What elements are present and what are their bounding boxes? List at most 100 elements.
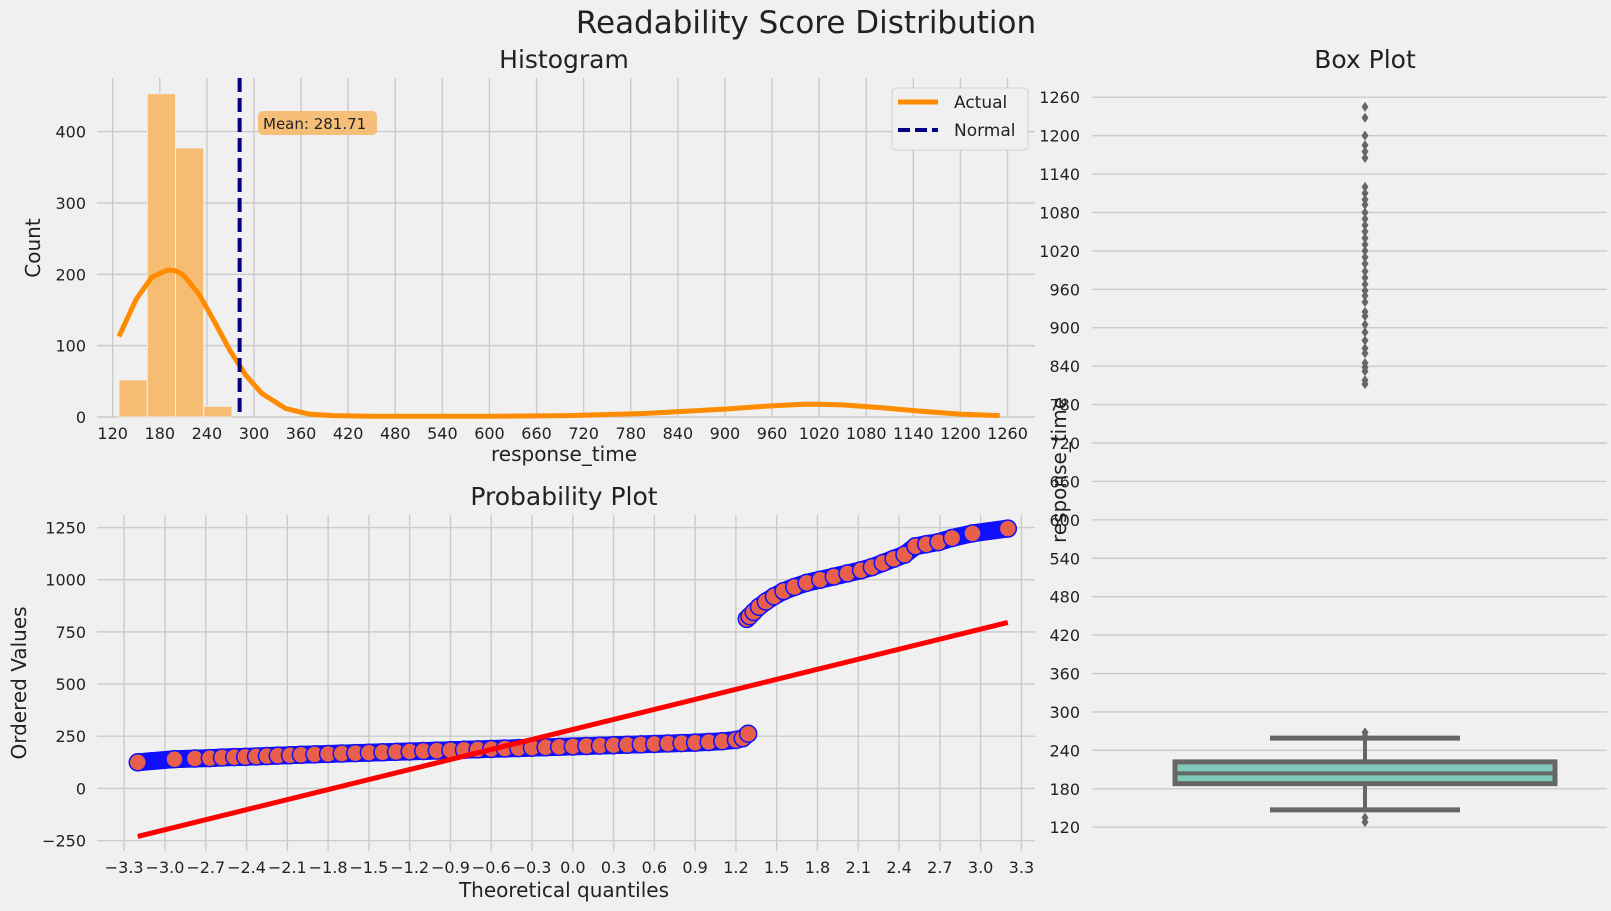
histogram-panel: Mean: 281.71 120 180 240 300 360 420 480 540 600… <box>21 45 1035 466</box>
boxplot-y-tick-label: 120 <box>1049 818 1080 837</box>
legend-kde-label: Actual <box>954 93 1007 113</box>
probability-y-label: Ordered Values <box>7 606 31 759</box>
probability-x-tick-label: −2.1 <box>268 858 307 877</box>
probability-y-tick-label: 1250 <box>45 519 86 538</box>
outlier-marker <box>1361 153 1369 164</box>
probability-x-tick-label: −0.9 <box>431 858 470 877</box>
histogram-title: Histogram <box>499 45 629 74</box>
outlier-marker <box>1361 348 1369 359</box>
probability-y-tick-label: −250 <box>42 832 86 851</box>
probability-x-tick-label: 0.3 <box>601 858 626 877</box>
boxplot-y-tick-label: 240 <box>1049 741 1080 760</box>
probability-x-tick-label: 0.6 <box>642 858 667 877</box>
histogram-x-tick-label: 120 <box>97 424 128 443</box>
boxplot-y-tick-label: 900 <box>1049 319 1080 338</box>
outlier-marker <box>1361 233 1369 244</box>
boxplot-y-tick-label: 540 <box>1049 549 1080 568</box>
outlier-marker <box>1361 101 1369 112</box>
probability-x-tick-label: 3.0 <box>968 858 993 877</box>
histogram-y-label: Count <box>21 218 45 278</box>
probability-x-tick-label: 1.2 <box>723 858 748 877</box>
outlier-marker <box>1361 272 1369 283</box>
probability-x-tick-label: 1.8 <box>805 858 830 877</box>
probability-y-tick-label: 250 <box>55 727 86 746</box>
boxplot-y-ticks: 120 180 240 300 360 420 480 540 600 660 720 780 840 9… <box>1039 88 1080 837</box>
probability-x-tick-label: 2.1 <box>846 858 871 877</box>
histogram-x-tick-label: 420 <box>333 424 364 443</box>
boxplot-y-tick-label: 840 <box>1049 357 1080 376</box>
mean-annotation: Mean: 281.71 <box>258 111 377 135</box>
histogram-x-tick-label: 900 <box>710 424 741 443</box>
outlier-marker <box>1361 343 1369 354</box>
outlier-marker <box>1361 319 1369 330</box>
histogram-x-ticks: 120 180 240 300 360 420 480 540 600 660 720 780 840 9… <box>97 424 1027 443</box>
figure-title: Readability Score Distribution <box>576 5 1036 41</box>
histogram-x-tick-label: 300 <box>239 424 270 443</box>
histogram-x-tick-label: 780 <box>615 424 646 443</box>
probability-x-tick-label: −0.6 <box>472 858 511 877</box>
outlier-marker <box>1361 194 1369 205</box>
mean-annotation-box <box>258 111 377 135</box>
histogram-x-tick-label: 240 <box>192 424 223 443</box>
probability-point <box>998 519 1018 538</box>
histogram-grid <box>97 78 1035 418</box>
boxplot-grid <box>1092 96 1607 828</box>
probability-title: Probability Plot <box>470 482 657 511</box>
histogram-x-tick-label: 1200 <box>940 424 981 443</box>
boxplot-y-tick-label: 1020 <box>1039 242 1080 261</box>
boxplot-y-tick-label: 1260 <box>1039 88 1080 107</box>
histogram-bar <box>118 379 148 418</box>
outlier-marker <box>1361 226 1369 237</box>
probability-y-tick-label: 500 <box>55 675 86 694</box>
histogram-x-tick-label: 960 <box>757 424 788 443</box>
boxplot-y-tick-label: 180 <box>1049 780 1080 799</box>
boxplot-y-tick-label: 1140 <box>1039 165 1080 184</box>
probability-y-tick-label: 750 <box>55 623 86 642</box>
histogram-x-tick-label: 1020 <box>799 424 840 443</box>
outlier-marker <box>1361 112 1369 123</box>
probability-x-tick-label: −2.7 <box>186 858 225 877</box>
outlier-marker <box>1361 213 1369 224</box>
histogram-y-tick-label: 400 <box>55 123 86 142</box>
histogram-x-tick-label: 540 <box>427 424 458 443</box>
histogram-x-tick-label: 840 <box>663 424 694 443</box>
histogram-x-tick-label: 720 <box>568 424 599 443</box>
boxplot-y-tick-label: 1080 <box>1039 203 1080 222</box>
probability-x-tick-label: 3.3 <box>1009 858 1034 877</box>
histogram-bars <box>118 93 233 418</box>
histogram-bar <box>203 405 233 418</box>
outlier-marker <box>1361 188 1369 199</box>
histogram-y-tick-label: 200 <box>55 265 86 284</box>
probability-point <box>165 749 184 769</box>
probability-x-tick-label: 2.4 <box>886 858 911 877</box>
outlier-marker <box>1361 239 1369 250</box>
probability-points <box>128 519 1018 772</box>
outlier-marker <box>1361 335 1369 346</box>
outlier-marker <box>1361 181 1369 192</box>
probability-x-tick-label: −2.4 <box>227 858 266 877</box>
probability-x-tick-label: −0.3 <box>513 858 552 877</box>
boxplot-y-tick-label: 480 <box>1049 588 1080 607</box>
probability-y-tick-label: 0 <box>76 779 86 798</box>
kde-line <box>116 267 1000 419</box>
probability-x-tick-label: 0.0 <box>560 858 585 877</box>
boxplot-y-tick-label: 420 <box>1049 626 1080 645</box>
boxplot-y-tick-label: 960 <box>1049 280 1080 299</box>
probability-x-tick-label: −1.2 <box>390 858 429 877</box>
probability-point <box>738 724 758 743</box>
histogram-y-ticks: 0 100 200 300 400 <box>55 123 86 427</box>
probability-x-tick-label: −3.3 <box>105 858 144 877</box>
histogram-y-tick-label: 300 <box>55 194 86 213</box>
fit-line <box>137 620 1009 839</box>
boxplot-y-tick-label: 360 <box>1049 665 1080 684</box>
probability-x-tick-label: −3.0 <box>146 858 185 877</box>
boxplot-y-tick-label: 780 <box>1049 396 1080 415</box>
probability-x-tick-label: −1.5 <box>349 858 388 877</box>
outlier-marker <box>1361 297 1369 308</box>
boxplot-title: Box Plot <box>1314 45 1416 74</box>
probability-y-ticks: −250 0 250 500 750 1000 1250 <box>42 519 86 851</box>
histogram-y-tick-label: 100 <box>55 337 86 356</box>
outlier-marker <box>1361 140 1369 151</box>
probability-y-tick-label: 1000 <box>45 571 86 590</box>
boxplot-y-tick-label: 660 <box>1049 472 1080 491</box>
